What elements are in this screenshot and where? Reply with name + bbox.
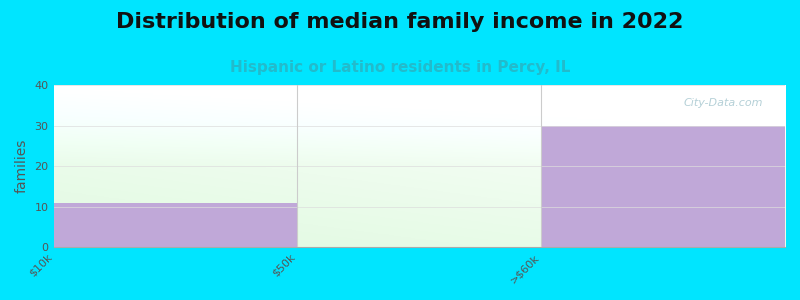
- Text: Distribution of median family income in 2022: Distribution of median family income in …: [116, 12, 684, 32]
- Y-axis label: families: families: [15, 139, 29, 193]
- Bar: [54, 202, 298, 247]
- Text: Hispanic or Latino residents in Percy, IL: Hispanic or Latino residents in Percy, I…: [230, 60, 570, 75]
- Bar: [541, 125, 785, 247]
- Text: City-Data.com: City-Data.com: [683, 98, 763, 108]
